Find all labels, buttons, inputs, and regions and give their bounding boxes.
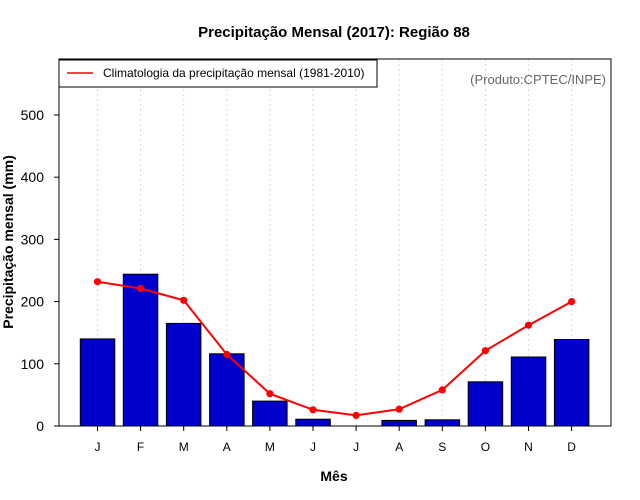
climatology-point-10 xyxy=(524,321,533,329)
climatology-point-4 xyxy=(266,390,274,398)
climatology-point-11 xyxy=(568,298,576,306)
climatology-point-7 xyxy=(395,405,403,413)
product-credit: (Produto:CPTEC/INPE) xyxy=(470,72,606,87)
climatology-point-6 xyxy=(352,411,360,419)
legend: Climatologia da precipitação mensal (198… xyxy=(58,59,378,88)
y-tick-label: 0 xyxy=(36,418,44,434)
y-tick-label: 500 xyxy=(21,107,45,123)
y-axis-label: Precipitação mensal (mm) xyxy=(0,155,16,329)
x-tick-label: A xyxy=(223,440,231,454)
y-tick-label: 200 xyxy=(21,294,45,310)
y-tick-label: 100 xyxy=(21,356,45,372)
bar-9 xyxy=(467,381,504,427)
bar-7 xyxy=(381,419,417,427)
climatology-point-2 xyxy=(180,296,188,304)
bar-1 xyxy=(122,273,159,427)
plot-frame xyxy=(58,58,612,427)
x-tick-label: N xyxy=(524,440,533,454)
bar-5 xyxy=(295,418,331,427)
x-tick-label: J xyxy=(310,440,316,454)
bars xyxy=(79,273,590,427)
bar-10 xyxy=(510,356,547,427)
bar-8 xyxy=(424,419,461,427)
y-axis: 0 100 200 300 400 500 xyxy=(21,107,59,434)
y-tick-label: 300 xyxy=(21,231,45,247)
x-tick-label: F xyxy=(137,440,144,454)
bar-4 xyxy=(252,400,288,427)
climatology-point-0 xyxy=(93,278,102,286)
legend-entry-climatology: Climatologia da precipitação mensal (198… xyxy=(103,66,364,80)
y-tick-label: 400 xyxy=(21,169,45,185)
x-tick-label: M xyxy=(265,440,275,454)
climatology-point-5 xyxy=(309,406,317,414)
legend-box xyxy=(58,59,378,88)
x-tick-label: S xyxy=(438,440,446,454)
climatology-point-8 xyxy=(438,386,446,394)
climatology-point-9 xyxy=(481,347,489,355)
x-tick-label: A xyxy=(395,440,403,454)
climatology-series xyxy=(93,278,576,419)
x-tick-label: D xyxy=(567,440,576,454)
bar-2 xyxy=(165,322,202,427)
x-tick-label: J xyxy=(353,440,359,454)
climatology-point-1 xyxy=(137,284,145,293)
climatology-line xyxy=(97,280,573,417)
x-axis-label: Mês xyxy=(320,468,347,484)
bar-0 xyxy=(79,338,116,427)
x-tick-label: J xyxy=(95,440,101,454)
bar-11 xyxy=(553,339,590,427)
chart-title: Precipitação Mensal (2017): Região 88 xyxy=(198,24,470,41)
climatology-point-3 xyxy=(223,350,231,359)
x-tick-label: O xyxy=(481,440,490,454)
x-tick-label: M xyxy=(179,440,189,454)
